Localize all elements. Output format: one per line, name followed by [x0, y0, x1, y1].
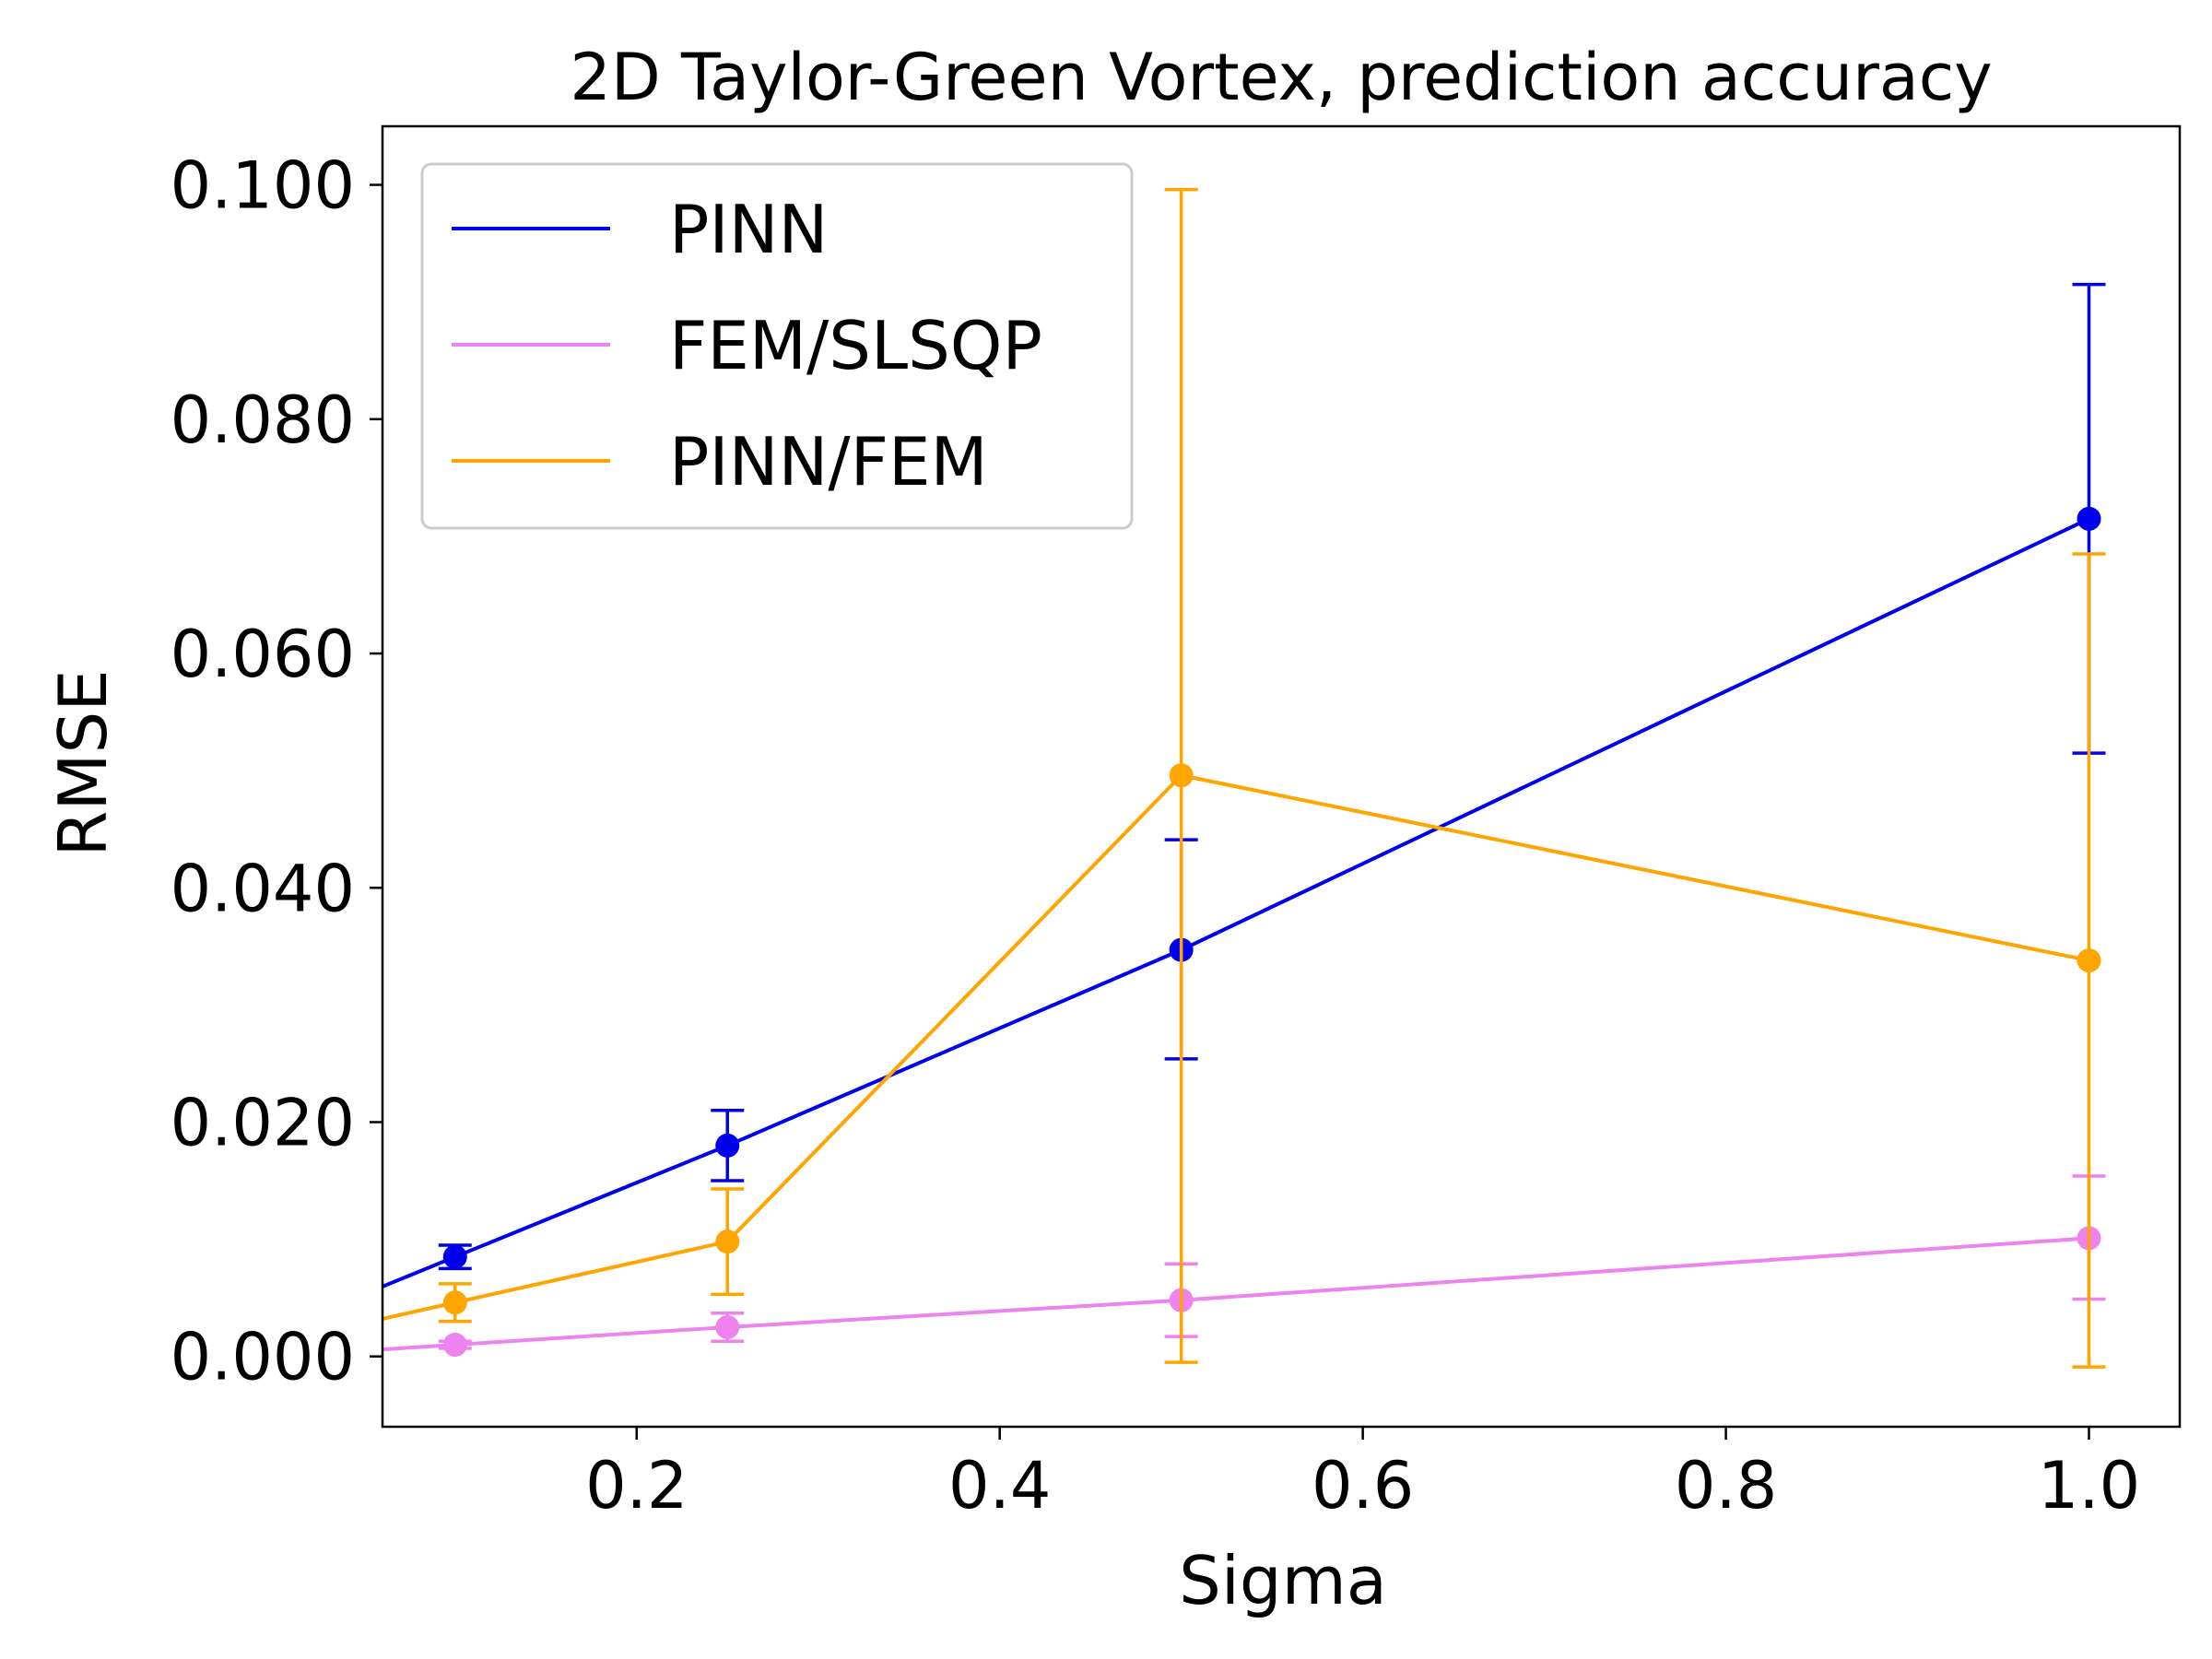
- y-tick-label: 0.020: [171, 1085, 355, 1160]
- y-tick-label: 0.080: [171, 382, 355, 458]
- series-0: [382, 282, 2106, 1288]
- series-2: [382, 187, 2106, 1369]
- data-point: [442, 1333, 467, 1358]
- legend-label: FEM/SLSQP: [669, 307, 1042, 384]
- series-line: [382, 1236, 2089, 1352]
- data-point: [442, 1244, 467, 1269]
- legend-label: PINN/FEM: [669, 423, 988, 500]
- data-point: [2077, 948, 2101, 973]
- data-point: [1169, 763, 1194, 788]
- x-tick-label: 0.6: [1312, 1448, 1414, 1524]
- data-point: [715, 1314, 740, 1339]
- x-tick-label: 0.4: [948, 1448, 1051, 1524]
- data-point: [2077, 506, 2101, 531]
- series-line: [382, 773, 2089, 1321]
- y-tick-label: 0.040: [171, 851, 355, 926]
- series-line: [382, 517, 2090, 1288]
- y-tick-label: 0.000: [171, 1320, 355, 1395]
- data-point: [715, 1133, 740, 1158]
- x-tick-label: 0.8: [1675, 1448, 1777, 1524]
- x-tick-label: 1.0: [2038, 1448, 2140, 1524]
- legend-box: [420, 162, 1134, 530]
- y-tick-label: 0.060: [171, 617, 355, 692]
- y-axis-label: RMSE: [44, 669, 122, 856]
- plot-layer: [382, 187, 2106, 1369]
- ticks-layer: 0.2 0.4 0.6 0.8 1.0 0.000 0.020 0.040 0.060 0.080…: [171, 148, 2141, 1524]
- legend-label: PINN: [669, 191, 828, 268]
- plot-frame: [381, 124, 2182, 1429]
- x-tick-label: 0.2: [585, 1448, 688, 1524]
- series-1: [382, 1174, 2106, 1358]
- chart-title: 2D Taylor-Green Vortex, prediction accur…: [570, 40, 1992, 115]
- legend: PINN FEM/SLSQP PINN/FEM: [420, 162, 1134, 530]
- data-point: [715, 1230, 740, 1254]
- y-tick-label: 0.100: [171, 148, 355, 224]
- x-axis-label: Sigma: [1179, 1542, 1387, 1619]
- data-point: [442, 1290, 467, 1315]
